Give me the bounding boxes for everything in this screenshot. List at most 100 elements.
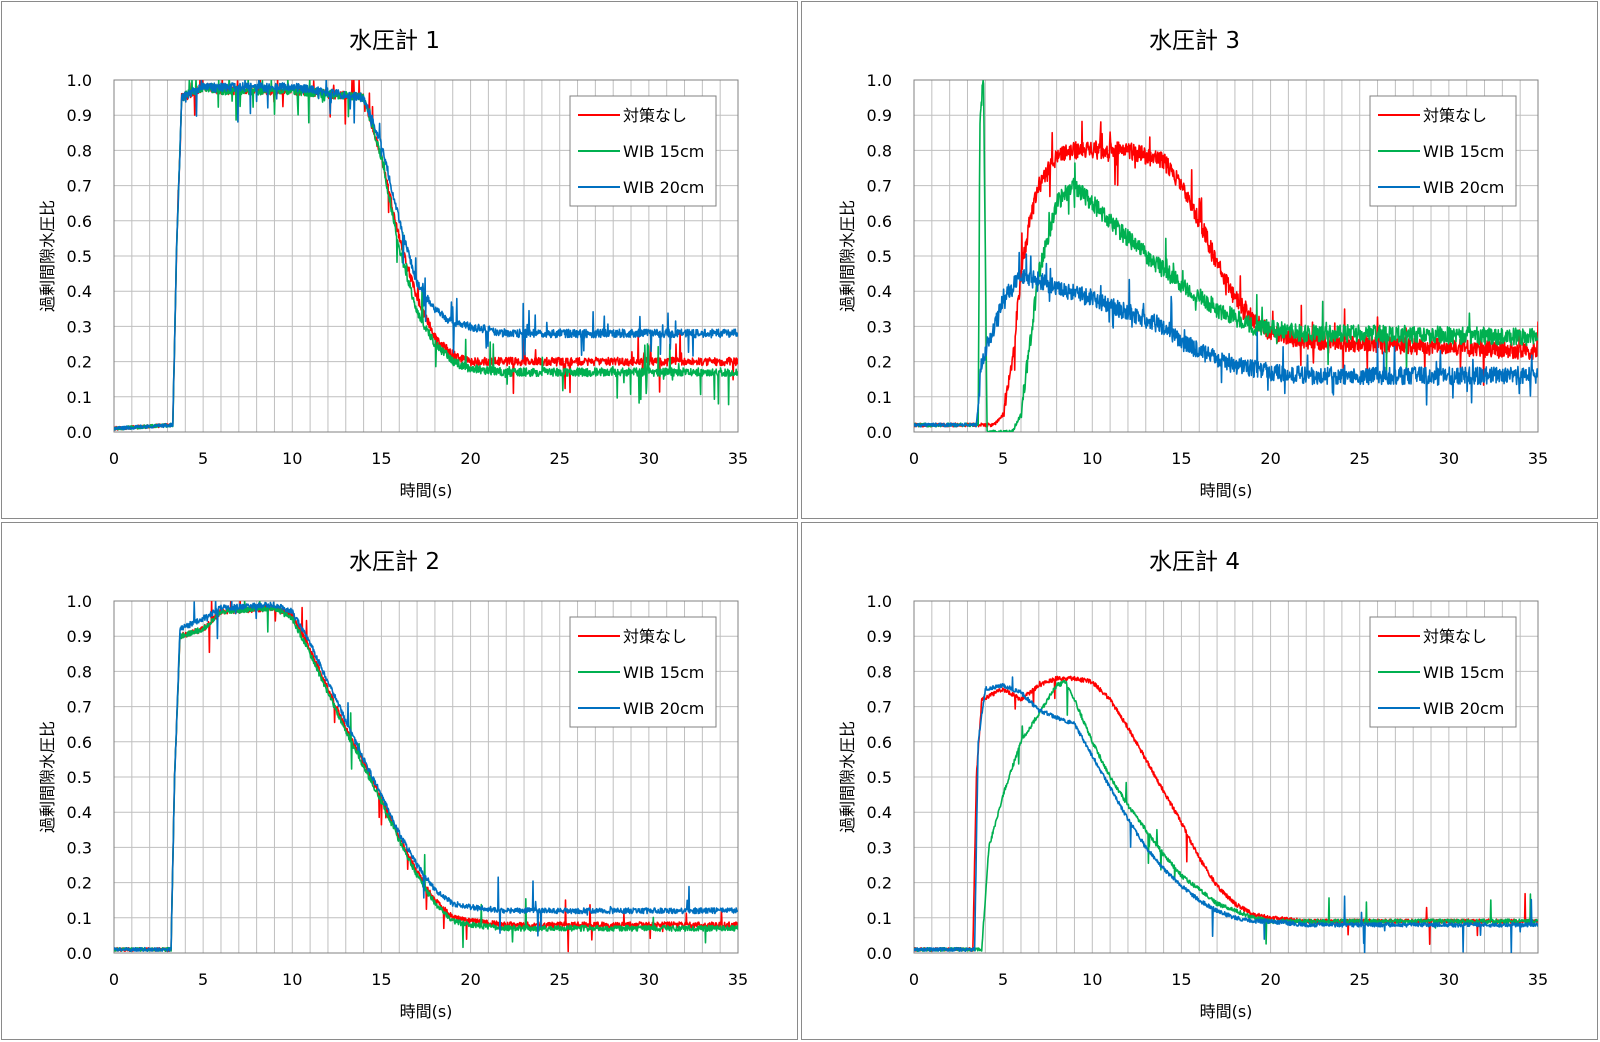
x-tick-label: 30 (1439, 449, 1459, 468)
legend-label: WIB 15cm (623, 142, 704, 161)
x-tick-label: 20 (1260, 449, 1280, 468)
y-tick-label: 1.0 (867, 71, 892, 90)
y-tick-label: 1.0 (867, 592, 892, 611)
y-tick-label: 0.5 (67, 247, 92, 266)
y-tick-label: 0.2 (67, 353, 92, 372)
chart-svg: 水圧計 4 0 5 10 15 20 25 30 35 0.0 0.1 0.2 0.3 0.4 0.5 0.6… (838, 549, 1548, 1021)
x-tick-label: 0 (109, 449, 119, 468)
chart-svg: 水圧計 3 0 5 10 15 20 25 30 35 0.0 0.1 0.2 0.3 0.4 0.5 0.6… (838, 28, 1548, 500)
y-tick-label: 0.3 (67, 317, 92, 336)
x-tick-label: 30 (639, 449, 659, 468)
y-axis-label: 過剰間隙水圧比 (38, 721, 57, 833)
plot-area (113, 79, 739, 433)
y-tick-label: 0.9 (867, 106, 892, 125)
x-tick-label: 20 (460, 449, 480, 468)
y-tick-label: 0.4 (67, 282, 92, 301)
y-tick-label: 0.2 (867, 353, 892, 372)
y-tick-label: 0.3 (867, 838, 892, 857)
legend: 対策なし WIB 15cm WIB 20cm (569, 95, 717, 207)
y-tick-label: 0.8 (867, 662, 892, 681)
x-tick-label: 0 (909, 970, 919, 989)
series-line-2 (914, 80, 1538, 432)
y-tick-label: 0.8 (67, 662, 92, 681)
y-tick-label: 0.4 (67, 803, 92, 822)
x-tick-label: 15 (371, 449, 391, 468)
legend-label: 対策なし (623, 106, 687, 125)
y-tick-label: 0.7 (867, 698, 892, 717)
y-tick-label: 0.1 (867, 388, 892, 407)
chart-title: 水圧計 3 (1149, 28, 1240, 54)
plot-area (913, 600, 1539, 954)
x-tick-label: 10 (1082, 970, 1102, 989)
legend-label: 対策なし (1423, 627, 1487, 646)
chart-title: 水圧計 2 (349, 549, 440, 575)
y-tick-label: 0.9 (67, 627, 92, 646)
chart-panel-1: 水圧計 1 0 5 10 15 20 25 30 35 0.0 0.1 0.2 0.3 0.4 0.5 0.6… (1, 1, 798, 519)
y-tick-label: 0.0 (67, 423, 92, 442)
x-tick-label: 5 (198, 970, 208, 989)
x-tick-label: 25 (550, 970, 570, 989)
y-tick-label: 0.9 (67, 106, 92, 125)
x-tick-label: 20 (460, 970, 480, 989)
y-tick-label: 0.1 (67, 909, 92, 928)
x-tick-label: 5 (998, 449, 1008, 468)
legend-label: WIB 15cm (623, 663, 704, 682)
x-axis-label: 時間(s) (1200, 481, 1253, 500)
y-tick-label: 0.6 (67, 733, 92, 752)
plot-area (913, 79, 1539, 433)
y-tick-label: 0.3 (867, 317, 892, 336)
series-line-1 (914, 120, 1538, 428)
x-tick-label: 10 (1082, 449, 1102, 468)
y-axis-label: 過剰間隙水圧比 (838, 200, 857, 312)
y-tick-label: 0.9 (867, 627, 892, 646)
chart-svg: 水圧計 2 0 5 10 15 20 25 30 35 0.0 0.1 0.2 0.3 0.4 0.5 0.6… (38, 549, 748, 1021)
y-tick-label: 0.6 (867, 733, 892, 752)
legend-label: WIB 20cm (623, 178, 704, 197)
x-tick-label: 0 (909, 449, 919, 468)
series-line-3 (114, 601, 738, 952)
chart-title: 水圧計 1 (349, 28, 440, 54)
legend-label: 対策なし (623, 627, 687, 646)
legend-label: WIB 20cm (1423, 699, 1504, 718)
y-tick-label: 0.6 (867, 212, 892, 231)
x-tick-label: 30 (639, 970, 659, 989)
y-tick-label: 0.7 (867, 177, 892, 196)
y-tick-label: 0.2 (67, 874, 92, 893)
series-line-2 (114, 80, 738, 431)
y-tick-label: 0.1 (867, 909, 892, 928)
x-axis-label: 時間(s) (1200, 1002, 1253, 1021)
y-tick-label: 0.4 (867, 803, 892, 822)
x-tick-label: 15 (1171, 970, 1191, 989)
series-line-3 (914, 251, 1538, 428)
chart-panel-4: 水圧計 4 0 5 10 15 20 25 30 35 0.0 0.1 0.2 0.3 0.4 0.5 0.6… (801, 522, 1598, 1040)
legend-label: WIB 15cm (1423, 142, 1504, 161)
chart-panel-3: 水圧計 3 0 5 10 15 20 25 30 35 0.0 0.1 0.2 0.3 0.4 0.5 0.6… (801, 1, 1598, 519)
x-tick-label: 35 (728, 970, 748, 989)
legend: 対策なし WIB 15cm WIB 20cm (569, 616, 717, 728)
legend-label: 対策なし (1423, 106, 1487, 125)
x-tick-label: 15 (1171, 449, 1191, 468)
y-tick-label: 1.0 (67, 592, 92, 611)
series-line-2 (914, 679, 1538, 952)
x-axis-label: 時間(s) (400, 481, 453, 500)
x-tick-label: 10 (282, 449, 302, 468)
y-tick-label: 0.5 (67, 768, 92, 787)
legend-label: WIB 20cm (1423, 178, 1504, 197)
chart-title: 水圧計 4 (1149, 549, 1240, 575)
y-tick-label: 0.2 (867, 874, 892, 893)
plot-area (113, 600, 739, 954)
x-tick-label: 25 (1350, 449, 1370, 468)
legend-label: WIB 20cm (623, 699, 704, 718)
y-axis-label: 過剰間隙水圧比 (38, 200, 57, 312)
y-tick-label: 0.7 (67, 698, 92, 717)
chart-panel-2: 水圧計 2 0 5 10 15 20 25 30 35 0.0 0.1 0.2 0.3 0.4 0.5 0.6… (1, 522, 798, 1040)
x-tick-label: 10 (282, 970, 302, 989)
y-tick-label: 0.3 (67, 838, 92, 857)
x-tick-label: 5 (198, 449, 208, 468)
x-axis-label: 時間(s) (400, 1002, 453, 1021)
x-tick-label: 30 (1439, 970, 1459, 989)
y-tick-label: 0.0 (67, 944, 92, 963)
y-tick-label: 0.4 (867, 282, 892, 301)
y-tick-label: 0.6 (67, 212, 92, 231)
legend: 対策なし WIB 15cm WIB 20cm (1369, 95, 1517, 207)
